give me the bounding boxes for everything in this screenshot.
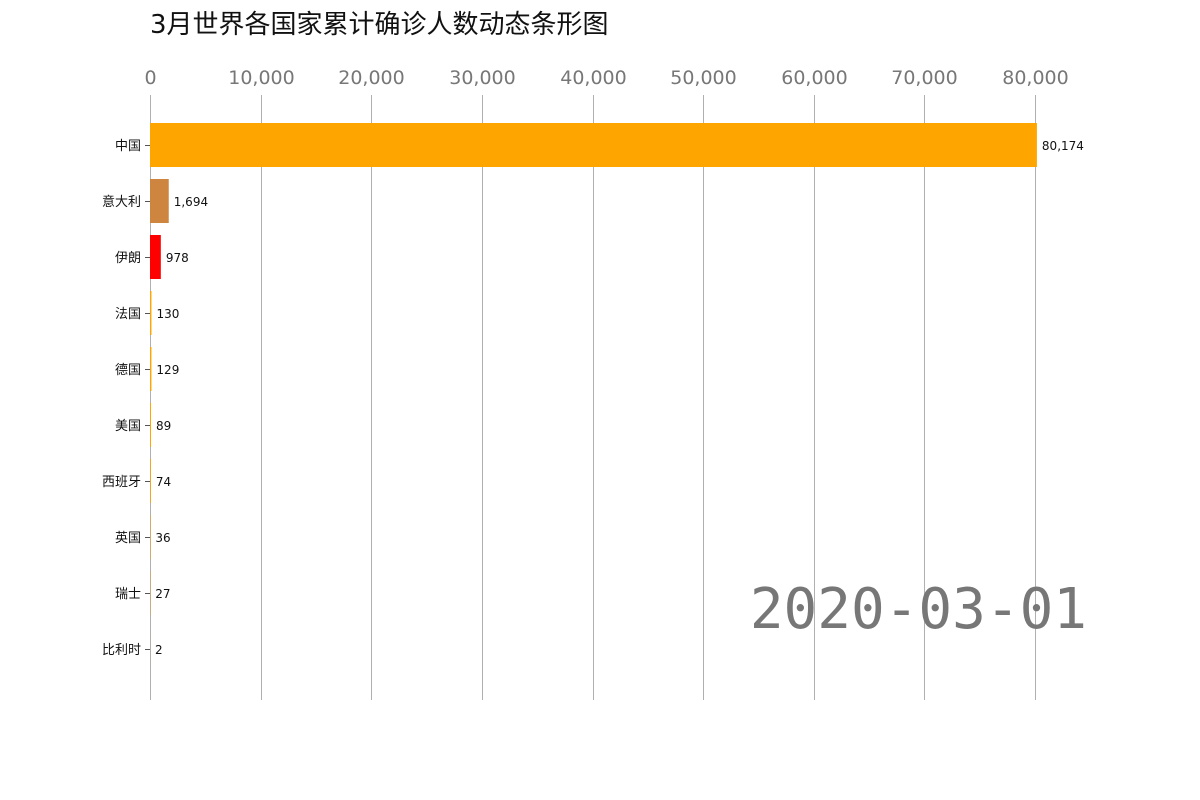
- x-tick-label: 70,000: [891, 67, 957, 89]
- value-label: 2: [155, 643, 163, 657]
- value-label: 89: [156, 419, 171, 433]
- category-label: 法国: [115, 307, 141, 322]
- x-tick-label: 20,000: [338, 67, 404, 89]
- bar: [150, 123, 1037, 167]
- category-label: 美国: [115, 419, 141, 434]
- category-label: 英国: [115, 531, 141, 546]
- date-label: 2020-03-01: [750, 577, 1087, 642]
- bar: [150, 291, 152, 335]
- bar: [150, 459, 151, 503]
- x-tick-label: 30,000: [449, 67, 515, 89]
- category-label: 比利时: [102, 643, 141, 658]
- bar: [150, 403, 151, 447]
- value-label: 978: [166, 251, 189, 265]
- category-label: 伊朗: [115, 251, 141, 266]
- category-label: 中国: [115, 139, 141, 154]
- x-axis-ticks: 0 10,000 20,000 30,000 40,000 50,000 60,000 70,…: [144, 67, 1068, 89]
- category-label: 西班牙: [102, 475, 141, 490]
- bar: [150, 347, 152, 391]
- bars: 80,174 1,694 978 130 129 89 74 36 27 2: [150, 123, 1084, 671]
- x-tick-label: 0: [144, 67, 156, 89]
- x-tick-label: 80,000: [1002, 67, 1068, 89]
- value-label: 130: [156, 307, 179, 321]
- grid-lines: [150, 95, 1036, 700]
- value-label: 74: [156, 475, 171, 489]
- bar: [150, 179, 169, 223]
- category-label: 意大利: [102, 194, 141, 210]
- value-label: 27: [155, 587, 170, 601]
- x-tick-label: 10,000: [228, 67, 294, 89]
- x-tick-label: 50,000: [670, 67, 736, 89]
- chart-title: 3月世界各国家累计确诊人数动态条形图: [150, 10, 609, 40]
- bar: [150, 235, 161, 279]
- value-label: 80,174: [1042, 139, 1084, 153]
- value-label: 36: [155, 531, 170, 545]
- value-label: 1,694: [174, 195, 208, 209]
- category-label: 瑞士: [115, 587, 141, 602]
- value-label: 129: [156, 363, 179, 377]
- x-tick-label: 40,000: [560, 67, 626, 89]
- x-tick-label: 60,000: [781, 67, 847, 89]
- category-label: 德国: [115, 363, 141, 378]
